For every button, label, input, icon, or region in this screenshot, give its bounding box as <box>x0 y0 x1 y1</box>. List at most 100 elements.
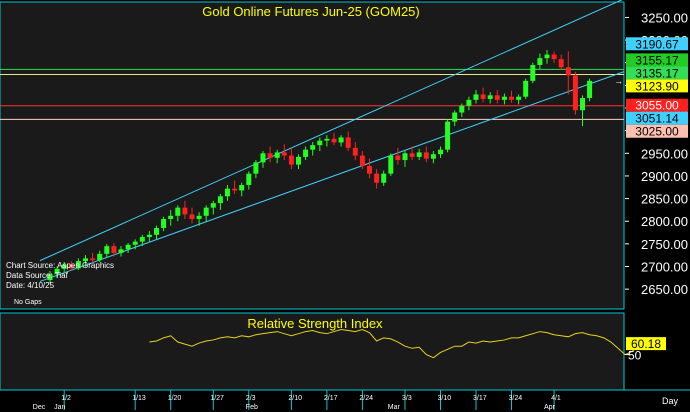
info-block: Chart Source: Aspen Graphics Data Source… <box>6 261 114 306</box>
candle-body <box>459 105 465 113</box>
month-label: Mar <box>388 404 401 411</box>
x-axis-background <box>0 390 624 410</box>
date-label: 3/3 <box>402 395 412 402</box>
candle-body <box>210 203 216 208</box>
price-label-box <box>626 79 688 93</box>
price-tick-label: 2750.00 <box>641 237 688 252</box>
candle-body <box>416 152 422 157</box>
candle-body <box>544 54 550 59</box>
candle-body <box>430 154 436 159</box>
candle-body <box>182 207 188 215</box>
candle-body <box>118 249 124 253</box>
date-label: 3/17 <box>473 395 487 402</box>
candle-body <box>473 94 479 100</box>
candle-body <box>317 140 323 146</box>
price-label-text: 3123.90 <box>635 79 679 93</box>
footnote-no-gaps: No Gaps <box>14 299 42 306</box>
candle-body <box>83 258 88 262</box>
price-tick-label: 2900.00 <box>641 169 688 184</box>
date-label: 2/17 <box>324 395 338 402</box>
month-label: Jan <box>54 404 65 411</box>
price-tick-label: 2800.00 <box>641 214 688 229</box>
candle-body <box>253 162 259 174</box>
candle-body <box>345 137 351 148</box>
candle-body <box>572 75 578 111</box>
candle-body <box>381 173 387 183</box>
candle-body <box>175 207 181 216</box>
candle-body <box>281 152 287 156</box>
candle-body <box>203 207 209 216</box>
candle-body <box>225 188 230 197</box>
price-label-text: 3190.67 <box>635 37 679 51</box>
channel-line <box>39 0 623 262</box>
date-label: 2/24 <box>359 395 373 402</box>
price-label-box <box>626 37 688 51</box>
candle-body <box>395 155 401 161</box>
candle-body <box>445 121 451 150</box>
period-label: Day <box>662 396 679 406</box>
rsi-tick-label: 50 <box>628 349 642 363</box>
price-tick-label: 2950.00 <box>641 146 688 161</box>
month-label: Dec <box>33 404 46 411</box>
candle-body <box>501 96 507 100</box>
candle-body <box>338 137 344 143</box>
candle-body <box>367 165 372 174</box>
candle-body <box>246 173 252 185</box>
candle-body <box>516 96 522 100</box>
candle-body <box>565 67 571 76</box>
candle-body <box>75 261 81 269</box>
price-tick-label: 3250.00 <box>641 10 688 25</box>
date-label: 2/10 <box>288 395 302 402</box>
candle-body <box>310 145 316 150</box>
candle-body <box>558 59 564 68</box>
candle-body <box>452 112 458 122</box>
candle-body <box>423 152 429 159</box>
candle-body <box>296 156 301 165</box>
last-price-arrow: → <box>614 76 623 86</box>
date-label: 2/3 <box>246 395 256 402</box>
candle-body <box>154 228 159 235</box>
rsi-line <box>149 328 661 359</box>
rsi-panel-background <box>0 312 625 391</box>
candle-body <box>324 138 330 141</box>
chart-title: Gold Online Futures Jun-25 (GOM25) <box>202 4 419 19</box>
candle-body <box>267 153 273 158</box>
price-label-box <box>626 53 688 67</box>
candle-body <box>523 80 529 97</box>
candle-body <box>438 149 443 155</box>
candle-body <box>111 246 117 253</box>
candle-body <box>132 241 138 245</box>
candle-body <box>402 153 408 161</box>
date-label: 4/1 <box>551 395 561 402</box>
candle-body <box>580 98 585 111</box>
candle-body <box>90 258 96 261</box>
date-label: 1/13 <box>132 395 146 402</box>
info-date: Date: 4/10/25 <box>6 281 55 290</box>
candle-body <box>587 80 593 99</box>
candle-body <box>189 214 195 219</box>
candle-body <box>374 173 380 183</box>
price-label-box <box>626 66 688 80</box>
date-label: 3/10 <box>438 395 452 402</box>
price-label-text: 3155.17 <box>635 53 679 67</box>
candle-body <box>217 196 223 204</box>
candle-body <box>487 95 493 99</box>
info-data-source: Data Source: Tiaf <box>6 271 69 280</box>
candle-body <box>480 94 486 99</box>
candle-body <box>537 58 543 65</box>
candle-body <box>161 218 167 229</box>
candle-body <box>466 99 472 106</box>
candle-body <box>288 155 294 165</box>
candle-body <box>260 153 266 163</box>
candle-body <box>303 149 309 157</box>
candle-body <box>388 155 394 174</box>
price-panel-background <box>0 1 625 310</box>
price-label-text: 3051.14 <box>635 112 679 126</box>
candle-body <box>139 237 145 242</box>
price-tick-label: 2850.00 <box>641 192 688 207</box>
candle-body <box>232 188 238 191</box>
rsi-last-label-box <box>626 337 666 351</box>
candle-body <box>125 244 131 250</box>
candle-body <box>61 264 67 269</box>
price-label-box <box>626 98 688 112</box>
